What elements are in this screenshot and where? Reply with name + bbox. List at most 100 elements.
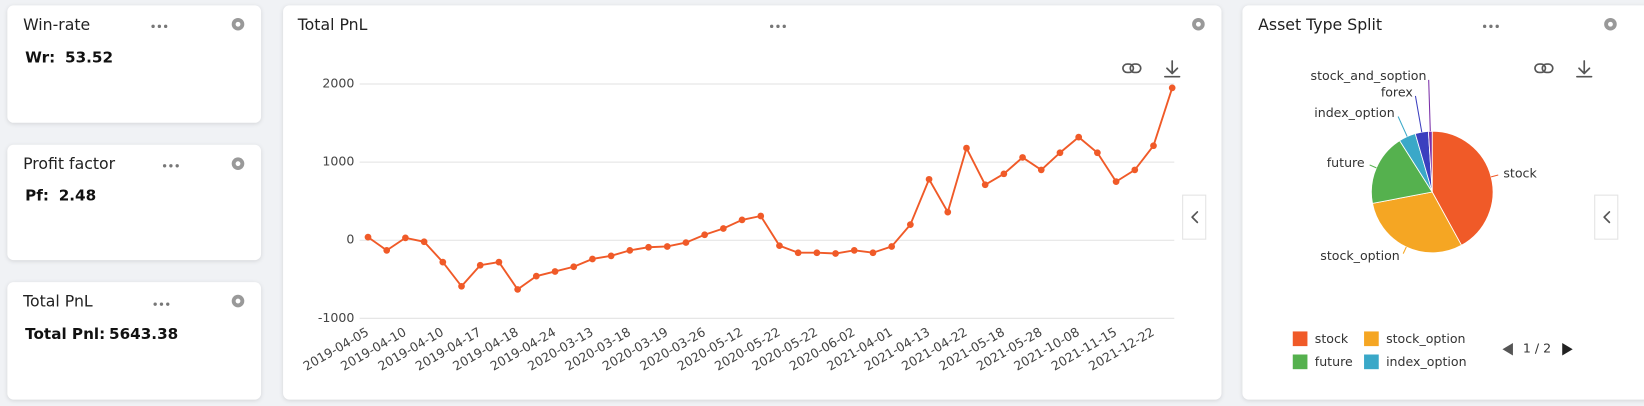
- point: [402, 234, 409, 242]
- y-tick-label: -1000: [318, 310, 355, 325]
- point: [738, 216, 746, 224]
- point: [701, 231, 708, 239]
- point: [944, 208, 952, 216]
- card-title: Total PnL: [22, 292, 93, 311]
- metric-card: [7, 282, 262, 400]
- point: [776, 242, 783, 250]
- legend-label: stock_option: [1386, 331, 1465, 346]
- point: [1150, 142, 1157, 150]
- point: [719, 225, 727, 232]
- point: [1094, 149, 1101, 157]
- menu-icon[interactable]: [769, 24, 786, 29]
- slice-label: stock: [1503, 166, 1537, 181]
- point: [832, 250, 839, 257]
- settings-icon[interactable]: [231, 294, 245, 308]
- legend-swatch: [1364, 331, 1379, 347]
- card-title: Profit factor: [23, 154, 116, 173]
- point: [439, 258, 447, 266]
- metric-value: 53.52: [65, 48, 113, 66]
- label-leader: [1490, 174, 1499, 178]
- point: [813, 249, 821, 257]
- link-icon[interactable]: [1122, 63, 1142, 74]
- point: [850, 247, 858, 254]
- chart-card: [283, 5, 1222, 400]
- legend-swatch: [1292, 354, 1308, 370]
- metric-label: Total Pnl:: [25, 325, 105, 343]
- metric-card: [7, 5, 262, 123]
- card-title: Win-rate: [23, 15, 90, 34]
- menu-icon[interactable]: [1482, 24, 1499, 29]
- menu-icon[interactable]: [153, 302, 170, 306]
- download-icon[interactable]: [1164, 60, 1181, 78]
- legend-prev[interactable]: [1502, 342, 1513, 356]
- label-leader: [1397, 116, 1408, 137]
- point: [420, 238, 428, 246]
- slice-label: forex: [1381, 84, 1414, 99]
- point: [570, 263, 578, 271]
- chart-title: Asset Type Split: [1258, 15, 1382, 34]
- point: [981, 181, 989, 189]
- pie-slice: [1371, 191, 1463, 254]
- point: [1075, 133, 1083, 141]
- point: [514, 286, 521, 293]
- settings-icon[interactable]: [231, 17, 245, 31]
- slice-label: future: [1327, 155, 1365, 170]
- point: [383, 247, 391, 254]
- point: [551, 268, 559, 275]
- collapse-tab[interactable]: [1594, 194, 1619, 240]
- point: [1112, 178, 1120, 185]
- point: [589, 255, 596, 263]
- link-icon[interactable]: [1534, 63, 1554, 74]
- label-leader: [1369, 164, 1377, 169]
- legend-label: index_option: [1386, 354, 1466, 369]
- point: [1037, 166, 1045, 174]
- slice-label: stock_option: [1320, 248, 1399, 263]
- point: [626, 247, 634, 254]
- slice-label: stock_and_soption: [1311, 68, 1427, 83]
- settings-icon[interactable]: [1192, 17, 1205, 31]
- point: [1000, 170, 1008, 178]
- download-icon[interactable]: [1576, 60, 1593, 78]
- metric-label: Wr:: [25, 48, 55, 66]
- point: [794, 249, 802, 257]
- label-leader: [1428, 79, 1431, 132]
- point: [1056, 149, 1064, 157]
- pie-slice: [1370, 140, 1433, 204]
- collapse-tab[interactable]: [1182, 194, 1207, 240]
- legend-swatch: [1364, 354, 1379, 370]
- settings-icon[interactable]: [1604, 17, 1617, 31]
- point: [963, 144, 970, 152]
- y-tick-label: 1000: [322, 154, 354, 169]
- point: [1168, 84, 1176, 92]
- legend-next[interactable]: [1562, 342, 1573, 356]
- menu-icon[interactable]: [151, 24, 168, 29]
- label-leader: [1414, 95, 1423, 133]
- chart-title: Total PnL: [297, 15, 368, 34]
- menu-icon[interactable]: [162, 164, 179, 168]
- metric-value: 5643.38: [109, 325, 178, 343]
- y-tick-label: 0: [346, 232, 354, 247]
- point: [495, 258, 503, 266]
- metric-card: [7, 144, 262, 261]
- slice-label: index_option: [1314, 105, 1394, 120]
- point: [458, 282, 465, 290]
- y-tick-label: 2000: [322, 75, 354, 90]
- legend-label: future: [1315, 354, 1353, 369]
- metric-value: 2.48: [59, 187, 96, 205]
- point: [925, 175, 933, 183]
- settings-icon[interactable]: [231, 157, 245, 170]
- point: [663, 243, 671, 250]
- point: [682, 239, 690, 246]
- point: [869, 249, 877, 257]
- metric-label: Pf:: [25, 187, 49, 205]
- point: [607, 252, 615, 260]
- point: [1019, 154, 1026, 161]
- point: [1131, 166, 1139, 174]
- point: [532, 272, 540, 280]
- line: [367, 87, 1174, 291]
- point: [645, 243, 652, 251]
- point: [364, 233, 372, 241]
- legend-swatch: [1292, 331, 1308, 347]
